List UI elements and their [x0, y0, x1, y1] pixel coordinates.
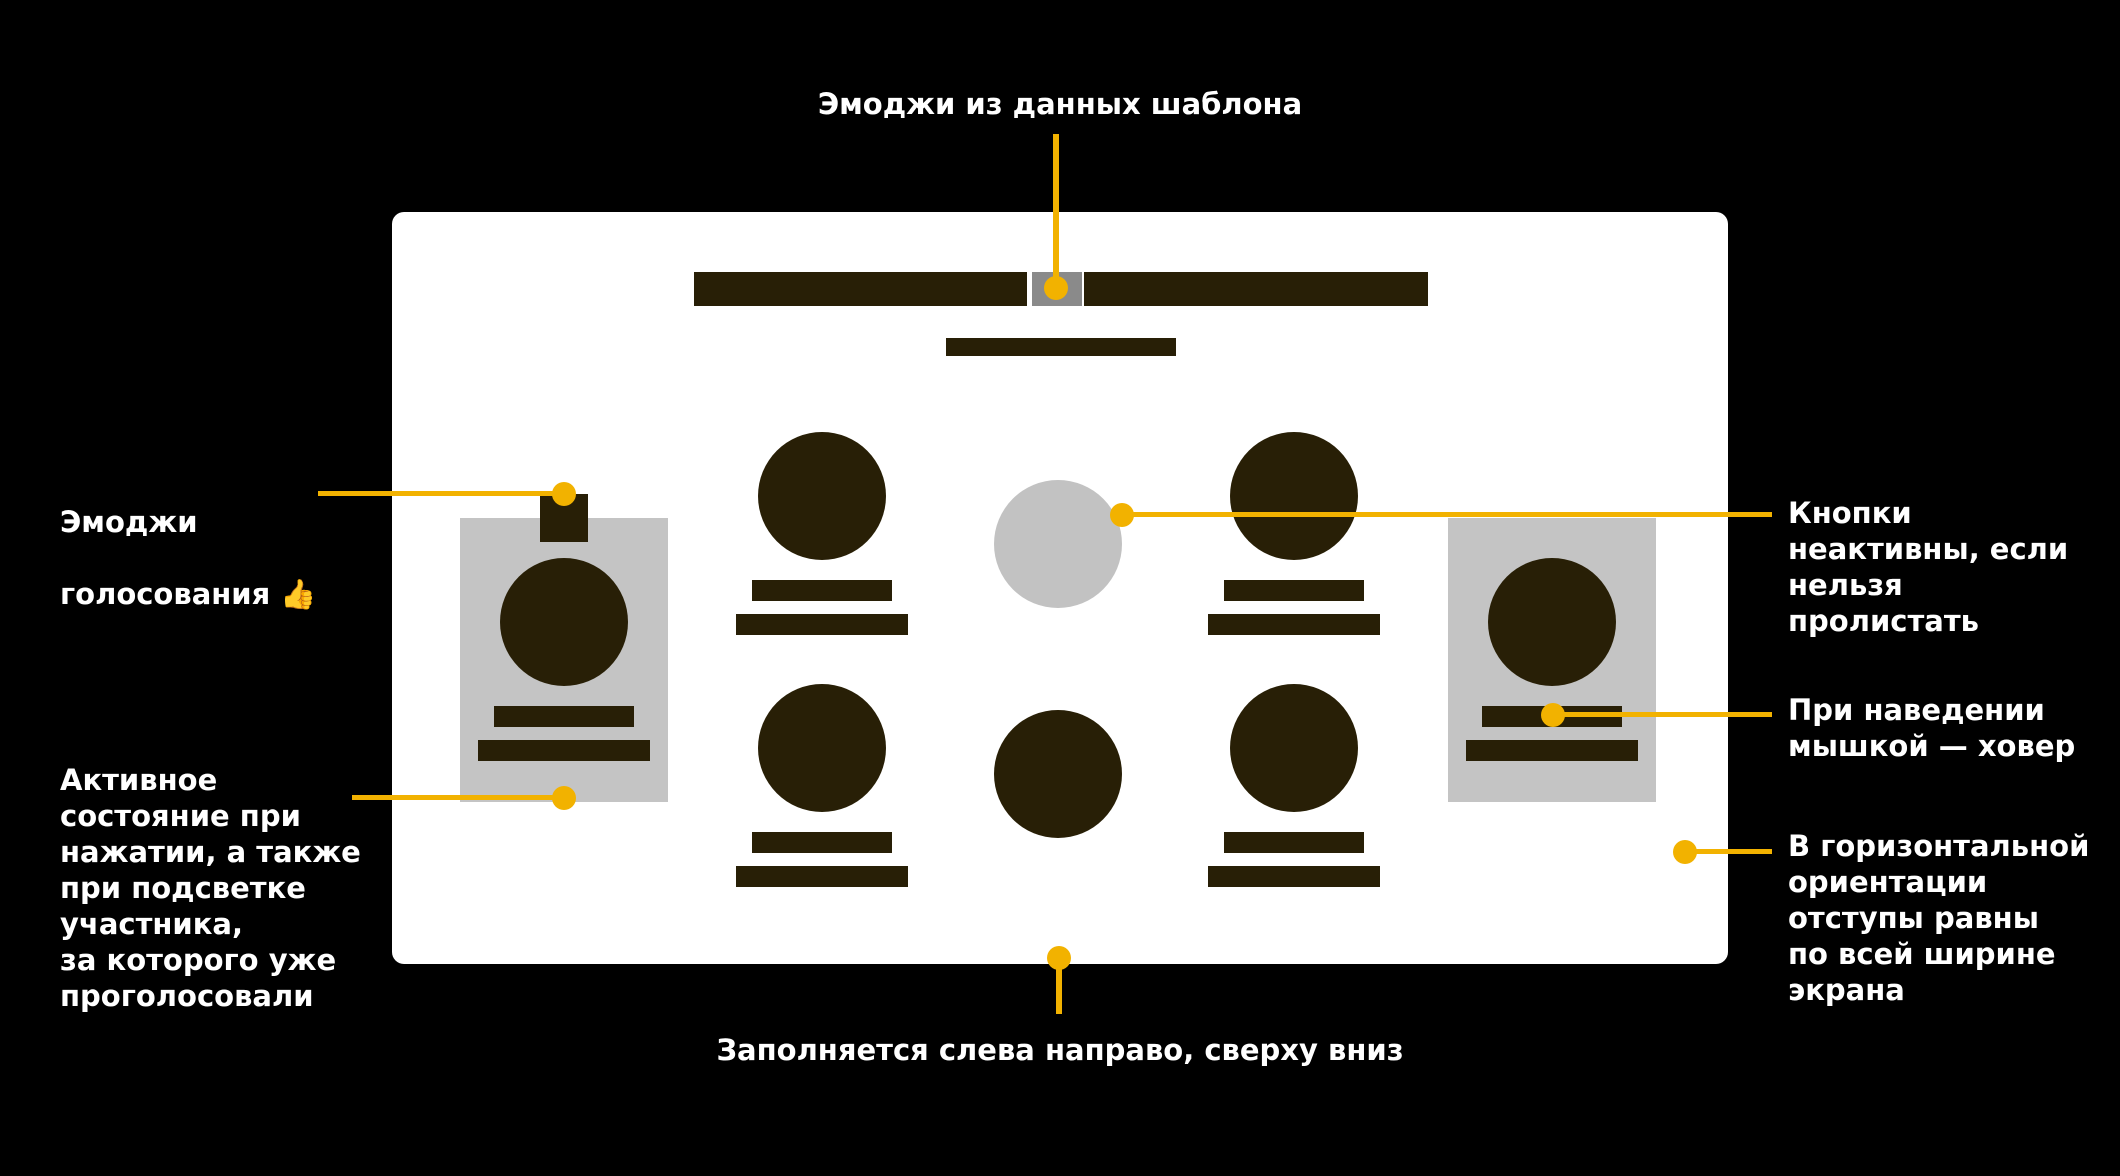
title-bar-right — [1084, 272, 1428, 306]
title-bar-left — [694, 272, 1027, 306]
thumbs-up-icon: 👍 — [280, 577, 317, 611]
participant-name-bar — [494, 706, 634, 727]
connector-dot — [552, 482, 576, 506]
scroll-button-inactive[interactable] — [994, 480, 1122, 608]
connector-dot — [1673, 840, 1697, 864]
participant-name-bar — [1224, 832, 1364, 853]
connector-vote-emoji — [318, 491, 564, 496]
connector-fill-order — [1056, 958, 1062, 1014]
connector-dot — [552, 786, 576, 810]
connector-dot — [1047, 946, 1071, 970]
connector-landscape — [1686, 849, 1772, 854]
annotation-vote-emoji-line1: Эмоджи — [60, 505, 198, 539]
connector-dot — [1541, 703, 1565, 727]
annotation-inactive-buttons: Кнопки неактивны, если нельзя пролистать — [1788, 496, 2069, 638]
scroll-button[interactable] — [994, 710, 1122, 838]
participant-name-bar — [1224, 580, 1364, 601]
participant-role-bar — [736, 866, 908, 887]
annotation-hover: При наведении мышкой — ховер — [1788, 693, 2076, 763]
participant-name-bar — [752, 832, 892, 853]
annotation-active-state: Активное состояние при нажатии, а также … — [60, 763, 361, 1013]
participant-avatar[interactable] — [758, 432, 886, 560]
connector-dot — [1044, 276, 1068, 300]
participant-avatar[interactable] — [758, 684, 886, 812]
participant-avatar[interactable] — [1230, 432, 1358, 560]
participant-role-bar — [478, 740, 650, 761]
annotation-fill-order: Заполняется слева направо, сверху вниз — [716, 1033, 1404, 1067]
participant-role-bar — [1466, 740, 1638, 761]
participant-role-bar — [736, 614, 908, 635]
connector-inactive-buttons — [1120, 512, 1772, 517]
annotation-template-emoji: Эмоджи из данных шаблона — [817, 87, 1303, 121]
participant-name-bar — [752, 580, 892, 601]
participant-avatar — [500, 558, 628, 686]
annotation-landscape: В горизонтальной ориентации отступы равн… — [1788, 829, 2090, 1007]
annotation-vote-emoji-text: голосования — [60, 577, 271, 611]
participant-avatar[interactable] — [1230, 684, 1358, 812]
annotation-vote-emoji-line2: голосования 👍 — [60, 576, 316, 612]
subtitle-bar — [946, 338, 1176, 356]
voting-card — [392, 212, 1728, 964]
connector-dot — [1110, 503, 1134, 527]
annotation-vote-emoji: Эмоджи голосования 👍 — [60, 468, 316, 648]
connector-active-state — [352, 795, 564, 800]
connector-hover — [1552, 712, 1772, 717]
participant-avatar — [1488, 558, 1616, 686]
participant-role-bar — [1208, 866, 1380, 887]
connector-template-emoji — [1053, 134, 1059, 288]
participant-role-bar — [1208, 614, 1380, 635]
